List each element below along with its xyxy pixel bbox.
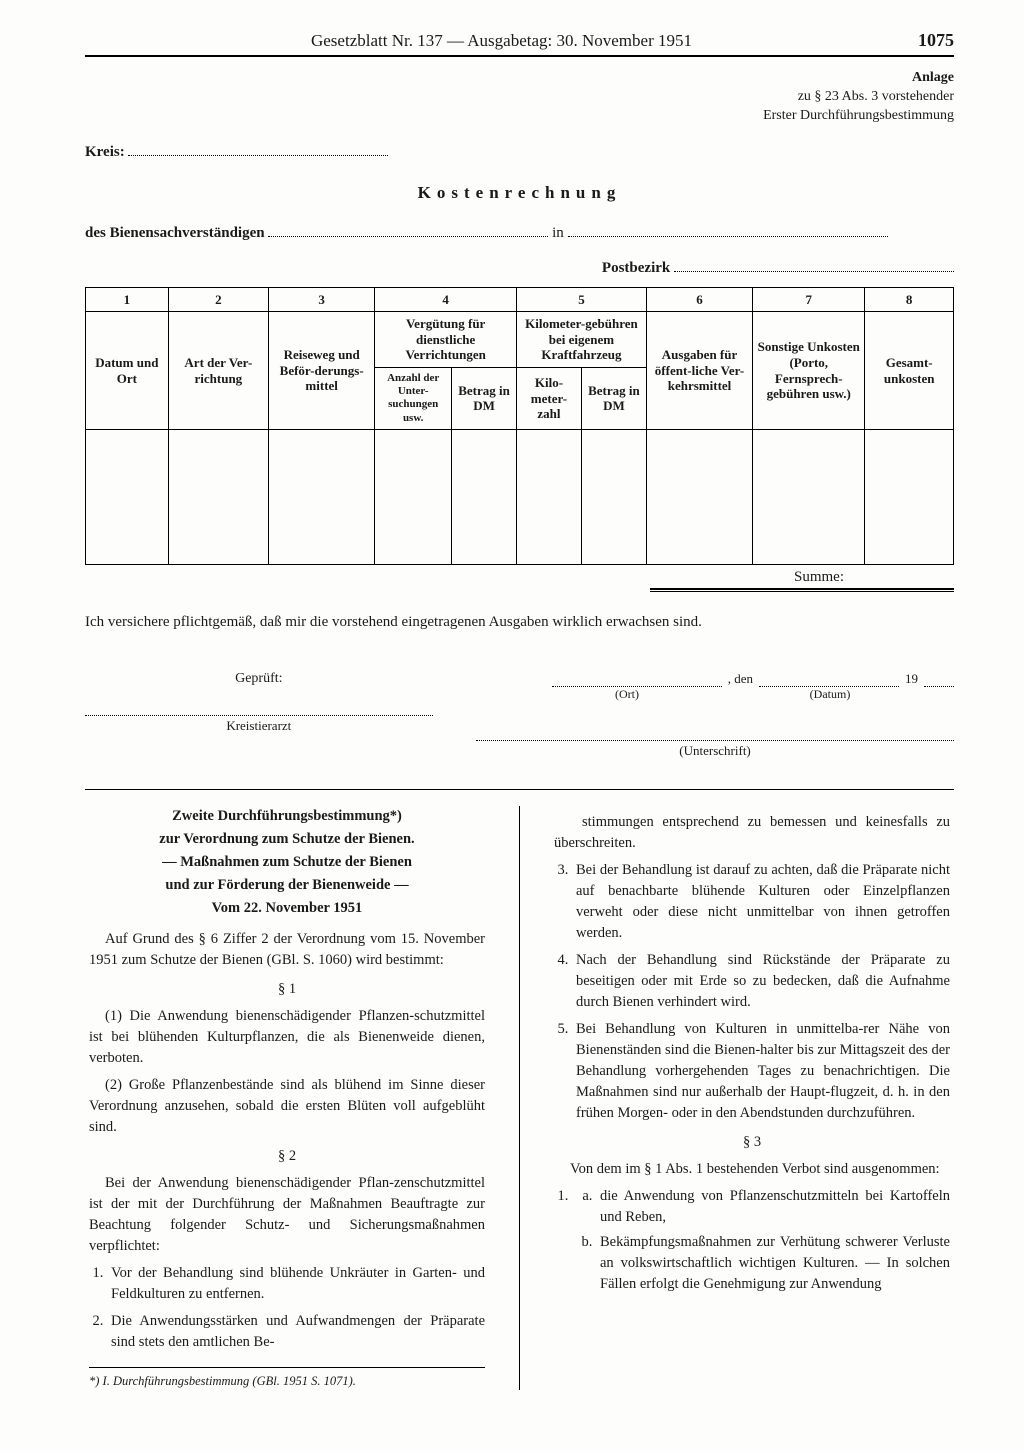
section-3-sym: § 3 xyxy=(554,1132,950,1153)
s3-1a: die Anwendung von Pflanzenschutzmitteln … xyxy=(596,1186,950,1228)
datum-blank xyxy=(759,671,899,687)
s3-item-1: die Anwendung von Pflanzenschutzmitteln … xyxy=(572,1186,950,1295)
page-header: Gesetzblatt Nr. 137 — Ausgabetag: 30. No… xyxy=(85,30,954,57)
expert-blank xyxy=(268,225,548,237)
s3-alpha-list: die Anwendung von Pflanzenschutzmitteln … xyxy=(596,1186,950,1295)
reg-date: Vom 22. November 1951 xyxy=(89,898,485,919)
cost-table: 1 2 3 4 5 6 7 8 Datum und Ort Art der Ve… xyxy=(85,287,954,565)
postbezirk-line: Postbezirk xyxy=(85,260,954,277)
header-title: Gesetzblatt Nr. 137 — Ausgabetag: 30. No… xyxy=(85,31,918,51)
kreis-blank xyxy=(128,144,388,156)
th-reise: Reiseweg und Beför-derungs-mittel xyxy=(269,312,375,430)
two-column-text: Zweite Durchführungsbestimmung*) zur Ver… xyxy=(85,806,954,1390)
expert-line: des Bienensachverständigen in xyxy=(85,225,954,242)
s2-item-4: Nach der Behandlung sind Rückstände der … xyxy=(572,950,950,1013)
s3-1b: Bekämpfungsmaßnahmen zur Verhütung schwe… xyxy=(596,1232,950,1295)
location-blank xyxy=(568,225,888,237)
section-2-sym: § 2 xyxy=(89,1146,485,1167)
column-divider xyxy=(519,806,520,1390)
s1-para1: (1) Die Anwendung bienenschädigender Pfl… xyxy=(89,1006,485,1069)
s2-intro: Bei der Anwendung bienenschädigender Pfl… xyxy=(89,1173,485,1257)
sig-left: Geprüft: Kreistierarzt xyxy=(85,671,433,759)
page-number: 1075 xyxy=(918,30,954,51)
document-page: Gesetzblatt Nr. 137 — Ausgabetag: 30. No… xyxy=(0,0,1024,1451)
table-blank-row xyxy=(86,429,954,564)
datum-sublabel: (Datum) xyxy=(760,687,900,702)
th-datum: Datum und Ort xyxy=(86,312,169,430)
reg-title-1: Zweite Durchführungsbestimmung*) xyxy=(89,806,485,827)
reg-preamble: Auf Grund des § 6 Ziffer 2 der Verordnun… xyxy=(89,929,485,971)
den-label: , den xyxy=(728,671,753,687)
reg-title-3: — Maßnahmen zum Schutze der Bienen xyxy=(89,852,485,873)
in-label: in xyxy=(552,225,564,241)
year-blank xyxy=(924,671,954,687)
anlage-block: Anlage zu § 23 Abs. 3 vorstehender Erste… xyxy=(85,69,954,126)
kreistierarzt-label: Kreistierarzt xyxy=(85,715,433,734)
geprueft-label: Geprüft: xyxy=(85,671,433,687)
sig-right: , den 19 (Ort) (Datum) (Unterschrift) xyxy=(476,671,954,759)
section-divider xyxy=(85,789,954,790)
reg-title-2: zur Verordnung zum Schutze der Bienen. xyxy=(89,829,485,850)
year-prefix: 19 xyxy=(905,671,918,687)
table-colnum-row: 1 2 3 4 5 6 7 8 xyxy=(86,287,954,312)
colnum-4: 4 xyxy=(375,287,517,312)
colnum-2: 2 xyxy=(168,287,268,312)
s3-list: die Anwendung von Pflanzenschutzmitteln … xyxy=(572,1186,950,1295)
summe-label: Summe: xyxy=(85,569,954,586)
reg-title-4: und zur Förderung der Bienenweide — xyxy=(89,875,485,896)
left-column: Zweite Durchführungsbestimmung*) zur Ver… xyxy=(85,806,489,1390)
th-kmzahl: Kilo-meter-zahl xyxy=(517,368,582,430)
signature-block: Geprüft: Kreistierarzt , den 19 (Ort) (D… xyxy=(85,671,954,759)
s2-item-3: Bei der Behandlung ist darauf zu achten,… xyxy=(572,860,950,944)
anlage-ref-1: zu § 23 Abs. 3 vorstehender xyxy=(85,88,954,107)
s2-list-right: Bei der Behandlung ist darauf zu achten,… xyxy=(572,860,950,1124)
s2-item-1: Vor der Behandlung sind blühende Unkräut… xyxy=(107,1263,485,1305)
unterschrift-label: (Unterschrift) xyxy=(476,740,954,759)
colnum-1: 1 xyxy=(86,287,169,312)
th-ausgaben: Ausgaben für öffent-liche Ver-kehrsmitte… xyxy=(646,312,752,430)
table-header-row: Datum und Ort Art der Ver-richtung Reise… xyxy=(86,312,954,368)
ort-sublabel: (Ort) xyxy=(542,687,712,702)
ort-blank xyxy=(552,671,722,687)
colnum-8: 8 xyxy=(865,287,954,312)
s2-item-2-cont: stimmungen entsprechend zu bemessen und … xyxy=(554,812,950,854)
ort-datum-line: , den 19 xyxy=(476,671,954,687)
th-gesamt: Gesamt-unkosten xyxy=(865,312,954,430)
th-betrag1: Betrag in DM xyxy=(452,368,517,430)
assurance-text: Ich versichere pflichtgemäß, daß mir die… xyxy=(85,614,954,631)
summe-line xyxy=(650,588,954,592)
colnum-7: 7 xyxy=(753,287,865,312)
kreis-field: Kreis: xyxy=(85,144,954,161)
postbezirk-label: Postbezirk xyxy=(602,260,670,276)
th-km: Kilometer-gebühren bei eigenem Kraftfahr… xyxy=(517,312,647,368)
postbezirk-blank xyxy=(674,260,954,272)
th-art: Art der Ver-richtung xyxy=(168,312,268,430)
s3-intro: Von dem im § 1 Abs. 1 bestehenden Verbot… xyxy=(554,1159,950,1180)
form-title: Kostenrechnung xyxy=(85,183,954,203)
th-verguetung: Vergütung für dienstliche Verrichtungen xyxy=(375,312,517,368)
anlage-ref-2: Erster Durchführungsbestimmung xyxy=(85,107,954,126)
colnum-3: 3 xyxy=(269,287,375,312)
th-anzahl: Anzahl der Unter-suchungen usw. xyxy=(375,368,452,430)
right-column: stimmungen entsprechend zu bemessen und … xyxy=(550,806,954,1390)
colnum-5: 5 xyxy=(517,287,647,312)
kreis-label: Kreis: xyxy=(85,144,125,160)
anlage-title: Anlage xyxy=(85,69,954,88)
colnum-6: 6 xyxy=(646,287,752,312)
s2-item-5: Bei Behandlung von Kulturen in unmittelb… xyxy=(572,1019,950,1124)
s2-list-left: Vor der Behandlung sind blühende Unkräut… xyxy=(107,1263,485,1353)
s2-item-2: Die Anwendungsstärken und Aufwandmengen … xyxy=(107,1311,485,1353)
section-1-sym: § 1 xyxy=(89,979,485,1000)
th-sonstige: Sonstige Unkosten (Porto, Fernsprech-geb… xyxy=(753,312,865,430)
footnote: *) I. Durchführungsbestimmung (GBl. 1951… xyxy=(89,1367,485,1390)
th-betrag2: Betrag in DM xyxy=(581,368,646,430)
s1-para2: (2) Große Pflanzenbestände sind als blüh… xyxy=(89,1075,485,1138)
des-label: des Bienensachverständigen xyxy=(85,225,265,241)
